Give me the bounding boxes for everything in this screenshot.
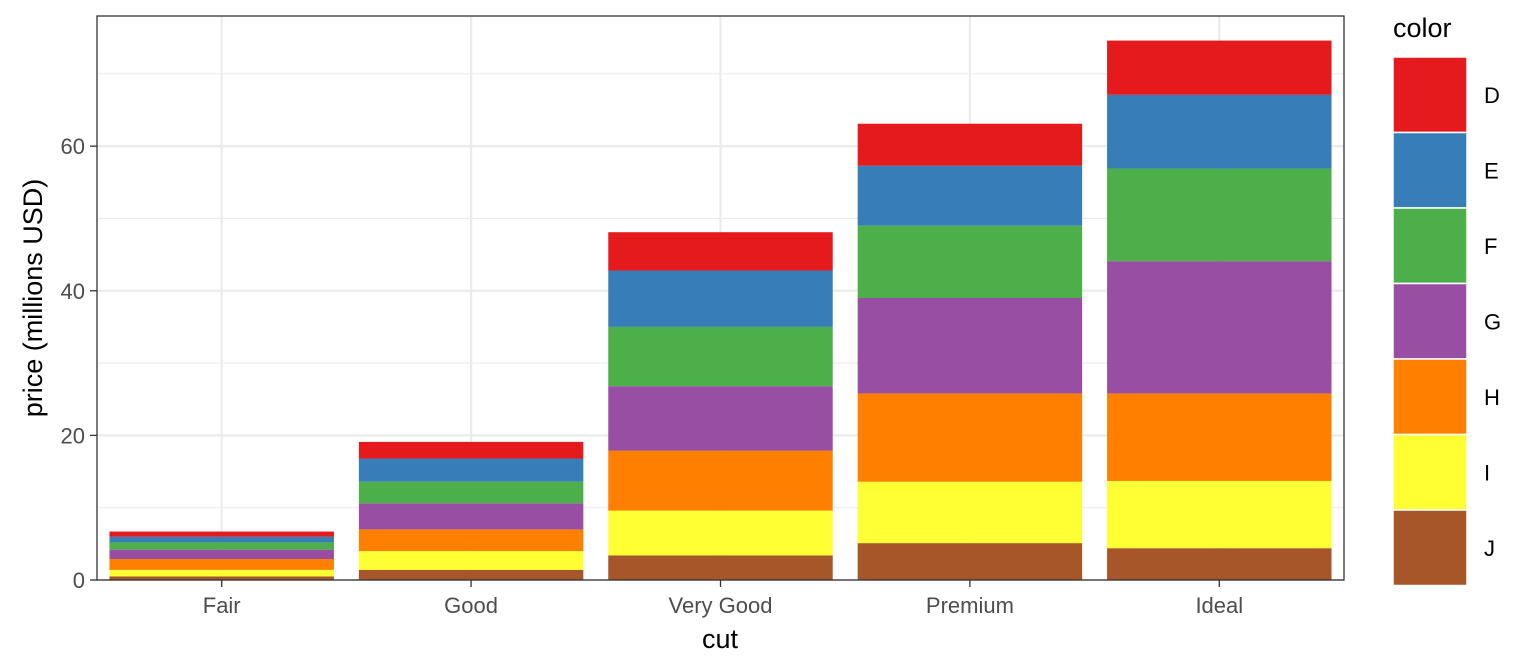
- legend-key-h: [1392, 358, 1468, 436]
- bar-segment-very-good-i: [608, 510, 833, 556]
- bar-segment-very-good-d: [608, 232, 833, 271]
- bar-segment-premium-i: [857, 481, 1083, 544]
- legend-title: color: [1393, 13, 1452, 43]
- y-tick-label: 40: [61, 279, 85, 304]
- bar-segment-very-good-e: [608, 270, 833, 327]
- y-tick-label: 0: [73, 568, 85, 593]
- bar-segment-fair-f: [109, 542, 334, 550]
- legend-key-d: [1392, 56, 1468, 134]
- bar-segment-ideal-d: [1107, 40, 1332, 95]
- x-axis: Fair Good Very Good Premium Ideal: [203, 580, 1243, 618]
- legend-key-f: [1392, 207, 1468, 285]
- bar-segment-fair-g: [109, 549, 334, 560]
- x-tick-label: Ideal: [1195, 593, 1243, 618]
- bar-segment-ideal-f: [1107, 168, 1332, 262]
- bar-segment-ideal-i: [1107, 480, 1332, 549]
- bar-segment-good-h: [358, 529, 584, 552]
- bar-segment-fair-i: [109, 569, 334, 577]
- bar-segment-ideal-j: [1107, 548, 1332, 580]
- bar-segment-ideal-e: [1107, 94, 1332, 169]
- legend-key-g: [1392, 282, 1468, 360]
- legend-key-e: [1392, 131, 1468, 209]
- bar-segment-fair-h: [109, 559, 334, 570]
- y-axis-title: price (millions USD): [18, 179, 48, 418]
- bar-segment-premium-h: [857, 393, 1083, 482]
- bar-segment-ideal-g: [1107, 261, 1332, 394]
- bar-segment-premium-d: [857, 123, 1083, 166]
- bar-segment-fair-d: [109, 531, 334, 537]
- x-axis-title: cut: [702, 624, 739, 654]
- legend: color D E F G H I J: [1392, 13, 1501, 587]
- x-tick-label: Premium: [926, 593, 1014, 618]
- y-tick-label: 60: [61, 134, 85, 159]
- bar-segment-very-good-g: [608, 386, 833, 451]
- legend-label-f: F: [1484, 234, 1497, 259]
- legend-key-i: [1392, 433, 1468, 511]
- bar-segment-premium-f: [857, 225, 1083, 298]
- legend-label-g: G: [1484, 309, 1501, 334]
- bar-segment-fair-e: [109, 536, 334, 543]
- bar-segment-good-j: [358, 569, 584, 580]
- bar-segment-good-g: [358, 503, 584, 530]
- bar-segment-very-good-h: [608, 450, 833, 511]
- bar-segment-very-good-j: [608, 555, 833, 580]
- bar-segment-ideal-h: [1107, 393, 1332, 481]
- legend-label-h: H: [1484, 385, 1500, 410]
- bar-segment-premium-e: [857, 165, 1083, 226]
- bar-segment-fair-j: [109, 576, 334, 580]
- legend-label-i: I: [1484, 460, 1490, 485]
- y-axis: 0 20 40 60: [61, 134, 97, 593]
- bar-segment-premium-g: [857, 298, 1083, 394]
- bar-segment-good-f: [358, 481, 584, 504]
- x-tick-label: Very Good: [669, 593, 773, 618]
- bar-segment-good-d: [358, 441, 584, 459]
- bar-segment-good-e: [358, 458, 584, 482]
- legend-label-j: J: [1484, 536, 1495, 561]
- legend-key-j: [1392, 509, 1468, 587]
- x-tick-label: Fair: [203, 593, 241, 618]
- bar-segment-very-good-f: [608, 326, 833, 387]
- legend-label-d: D: [1484, 83, 1500, 108]
- y-tick-label: 20: [61, 423, 85, 448]
- x-tick-label: Good: [444, 593, 498, 618]
- bar-segment-premium-j: [857, 543, 1083, 580]
- legend-label-e: E: [1484, 158, 1499, 183]
- bars: [109, 40, 1332, 580]
- bar-segment-good-i: [358, 551, 584, 570]
